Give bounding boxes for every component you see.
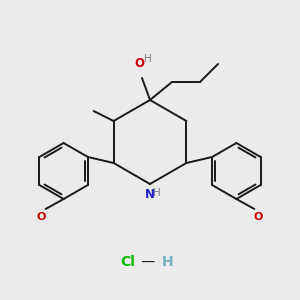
- Text: H: H: [144, 54, 152, 64]
- Text: Cl: Cl: [121, 255, 135, 269]
- Text: O: O: [254, 212, 263, 222]
- Text: N: N: [145, 188, 155, 201]
- Text: O: O: [134, 57, 144, 70]
- Text: —: —: [137, 255, 159, 269]
- Text: H: H: [153, 188, 161, 198]
- Text: H: H: [162, 255, 174, 269]
- Text: O: O: [37, 212, 46, 222]
